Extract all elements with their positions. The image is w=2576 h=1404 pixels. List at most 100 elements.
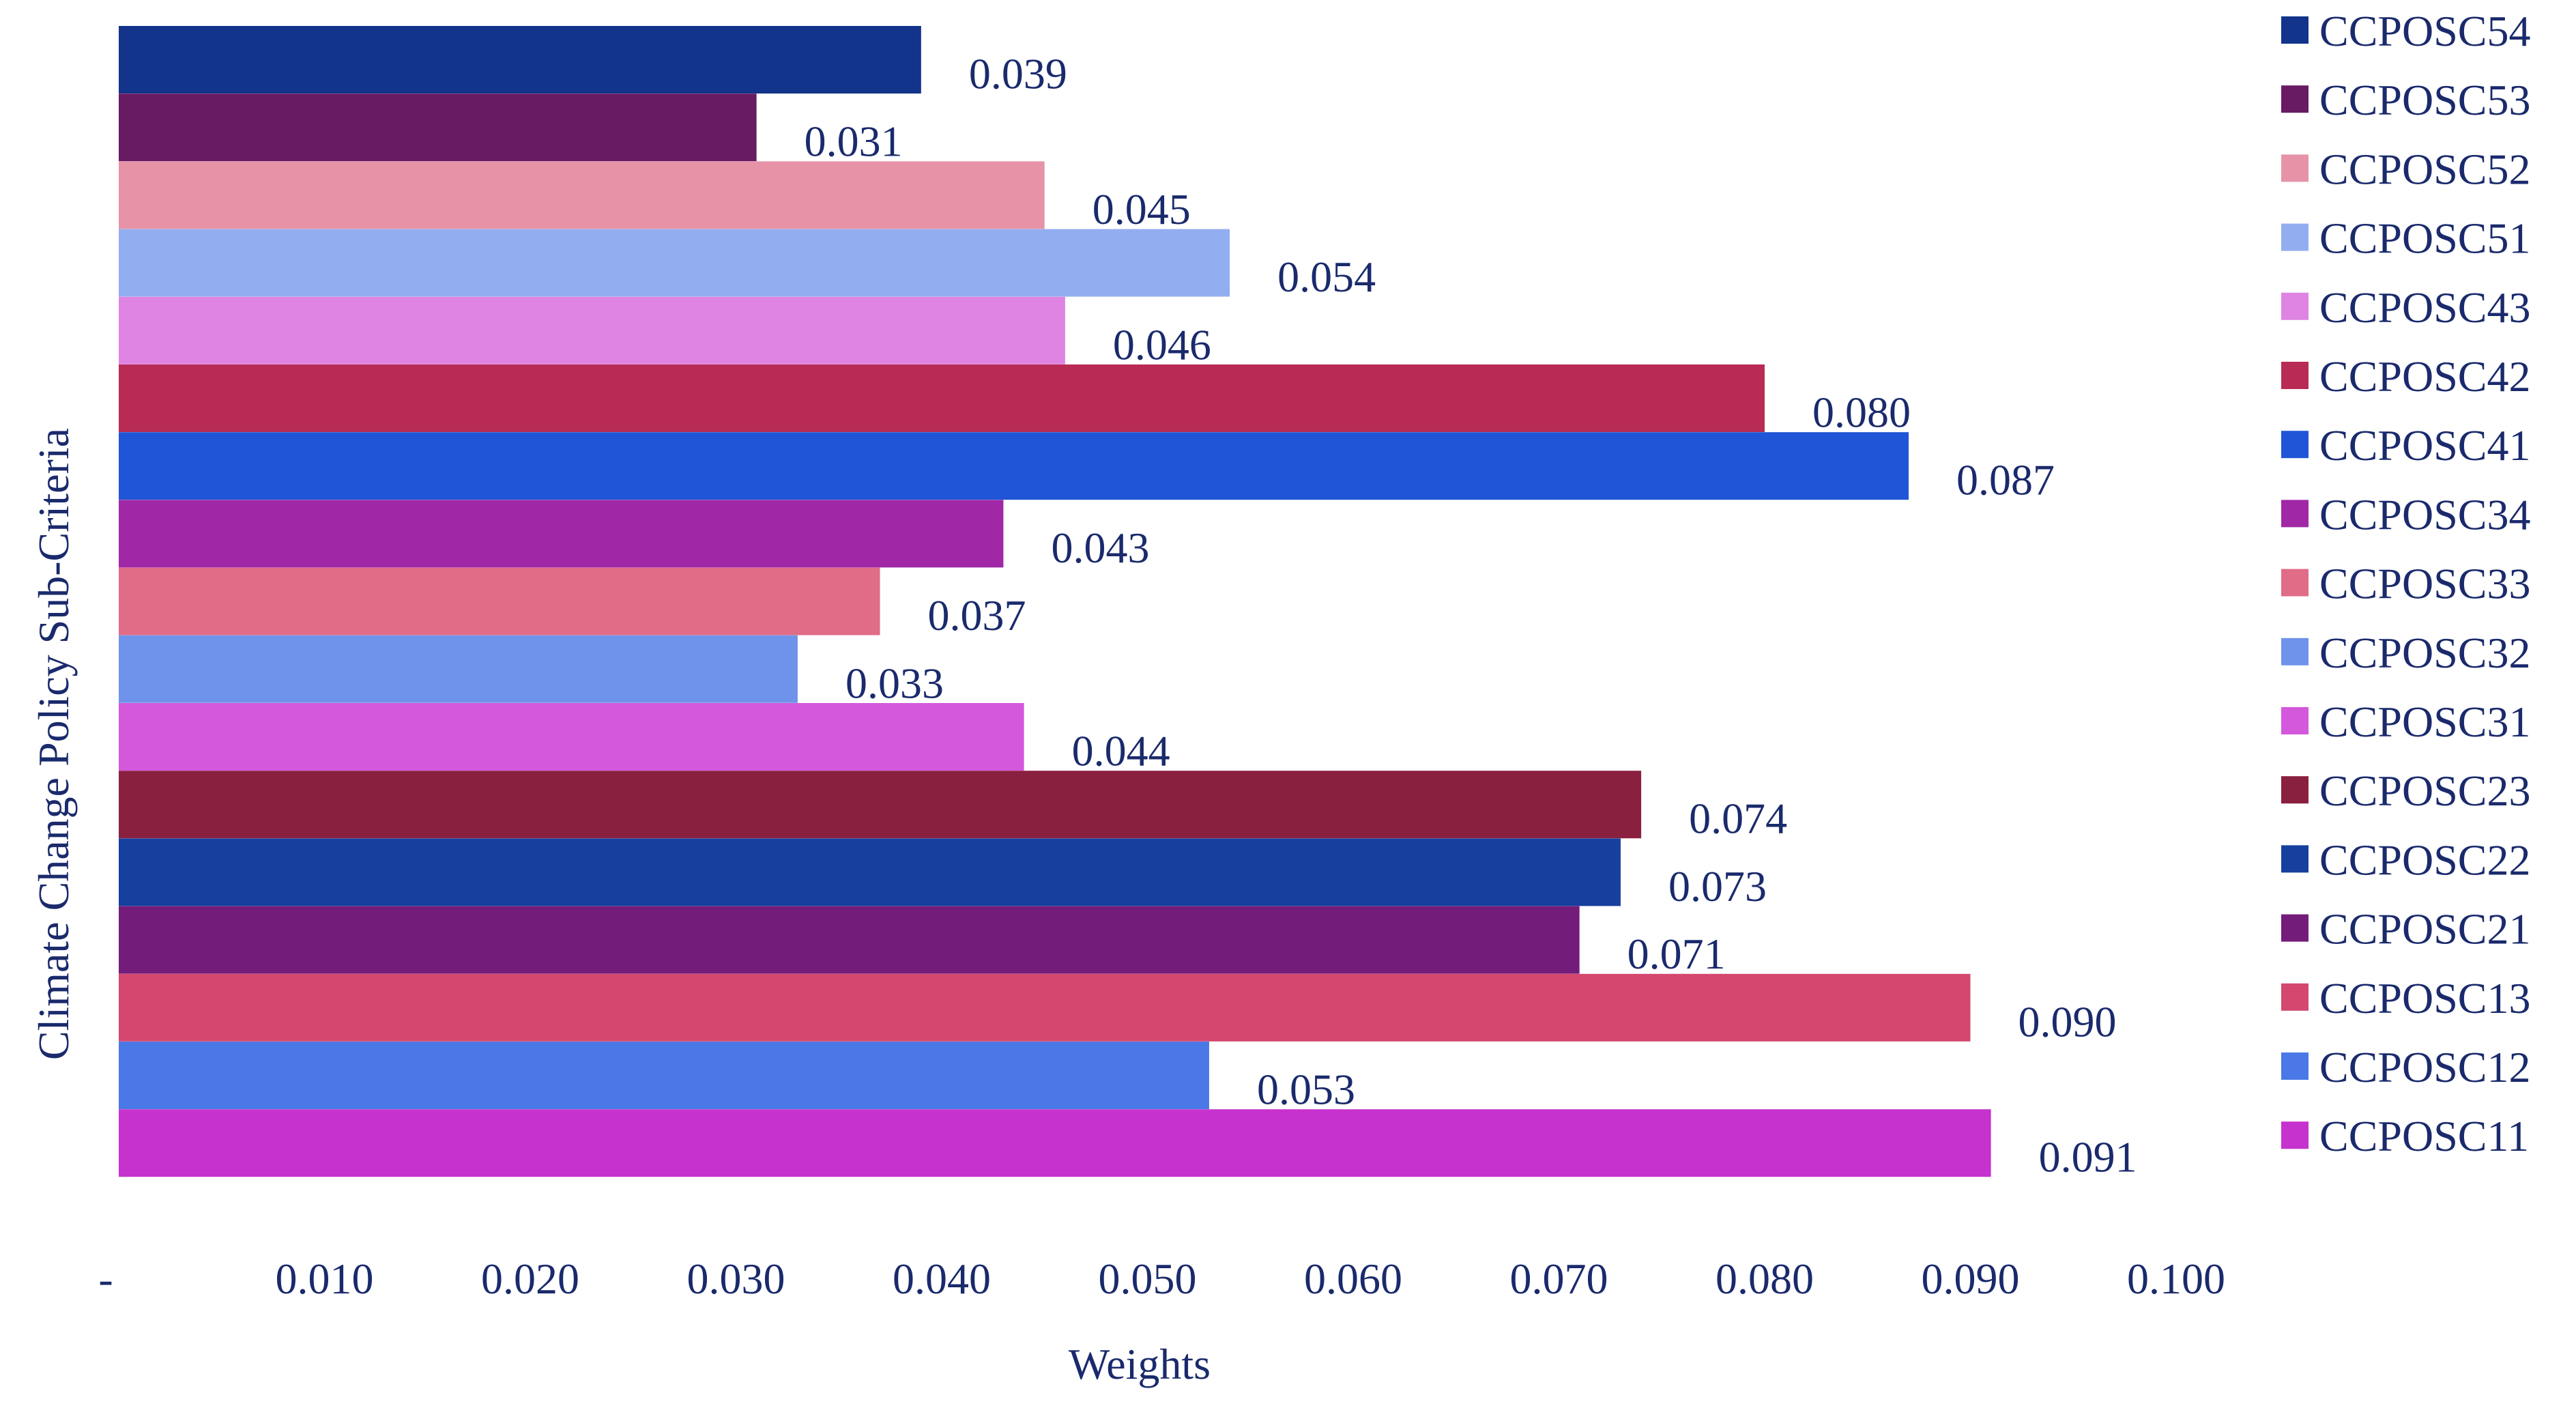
x-tick-label: 0.100 <box>2127 1255 2225 1303</box>
bar-ccposc41 <box>119 432 1909 500</box>
legend-item-ccposc53: CCPOSC53 <box>2281 76 2530 124</box>
bars-group <box>119 26 1991 1177</box>
legend-label-ccposc11: CCPOSC11 <box>2319 1112 2529 1160</box>
bar-ccposc54 <box>119 26 921 94</box>
legend-label-ccposc12: CCPOSC12 <box>2319 1043 2530 1091</box>
legend-label-ccposc42: CCPOSC42 <box>2319 352 2530 401</box>
legend-swatch-ccposc32 <box>2281 637 2309 665</box>
value-label-ccposc21: 0.071 <box>1627 930 1726 978</box>
value-label-ccposc53: 0.031 <box>805 117 903 166</box>
legend-item-ccposc11: CCPOSC11 <box>2281 1112 2529 1160</box>
value-label-ccposc43: 0.046 <box>1113 320 1211 369</box>
legend-item-ccposc12: CCPOSC12 <box>2281 1043 2530 1091</box>
legend-label-ccposc52: CCPOSC52 <box>2319 145 2530 193</box>
bar-ccposc22 <box>119 838 1621 906</box>
value-label-ccposc13: 0.090 <box>2018 997 2117 1046</box>
bar-ccposc34 <box>119 500 1004 568</box>
legend-swatch-ccposc21 <box>2281 914 2309 942</box>
bar-ccposc12 <box>119 1042 1209 1109</box>
legend-label-ccposc54: CCPOSC54 <box>2319 7 2530 55</box>
plot-area: 0.039 0.031 0.045 0.054 0.046 0.080 0.087 0.043… <box>119 26 2137 1181</box>
x-tick-label: 0.090 <box>1922 1255 2020 1303</box>
legend-label-ccposc43: CCPOSC43 <box>2319 283 2530 332</box>
legend-swatch-ccposc52 <box>2281 154 2309 182</box>
legend-swatch-ccposc12 <box>2281 1052 2309 1080</box>
value-label-ccposc11: 0.091 <box>2039 1133 2137 1181</box>
legend-item-ccposc43: CCPOSC43 <box>2281 283 2530 332</box>
y-axis-title: Climate Change Policy Sub-Criteria <box>29 428 78 1060</box>
bar-ccposc23 <box>119 771 1642 839</box>
legend-label-ccposc32: CCPOSC32 <box>2319 629 2530 677</box>
legend-swatch-ccposc41 <box>2281 431 2309 459</box>
bar-ccposc33 <box>119 567 880 635</box>
legend: CCPOSC54 CCPOSC53 CCPOSC52 CCPOSC51 CCPOSC43… <box>2281 7 2530 1160</box>
value-label-ccposc51: 0.054 <box>1277 253 1376 301</box>
value-label-ccposc32: 0.033 <box>845 659 944 707</box>
legend-swatch-ccposc51 <box>2281 223 2309 251</box>
bar-ccposc51 <box>119 229 1230 297</box>
legend-swatch-ccposc31 <box>2281 707 2309 734</box>
legend-label-ccposc31: CCPOSC31 <box>2319 698 2530 746</box>
value-label-ccposc31: 0.044 <box>1072 727 1170 775</box>
value-label-ccposc23: 0.074 <box>1689 794 1787 843</box>
legend-label-ccposc33: CCPOSC33 <box>2319 560 2530 608</box>
legend-item-ccposc21: CCPOSC21 <box>2281 905 2530 954</box>
x-tick-label: 0.010 <box>276 1255 374 1303</box>
legend-item-ccposc54: CCPOSC54 <box>2281 7 2530 55</box>
legend-label-ccposc51: CCPOSC51 <box>2319 214 2530 263</box>
legend-item-ccposc32: CCPOSC32 <box>2281 629 2530 677</box>
legend-label-ccposc13: CCPOSC13 <box>2319 974 2530 1022</box>
bar-ccposc53 <box>119 94 757 162</box>
x-tick-label: 0.080 <box>1716 1255 1814 1303</box>
legend-swatch-ccposc33 <box>2281 569 2309 597</box>
legend-label-ccposc23: CCPOSC23 <box>2319 767 2530 815</box>
value-labels-group: 0.039 0.031 0.045 0.054 0.046 0.080 0.087 0.043… <box>805 50 2137 1181</box>
x-axis: - 0.010 0.020 0.030 0.040 0.050 0.060 0.070 0.08… <box>98 1255 2225 1303</box>
value-label-ccposc52: 0.045 <box>1092 185 1191 233</box>
legend-item-ccposc41: CCPOSC41 <box>2281 421 2530 470</box>
legend-label-ccposc41: CCPOSC41 <box>2319 421 2530 470</box>
legend-swatch-ccposc34 <box>2281 500 2309 528</box>
legend-swatch-ccposc22 <box>2281 845 2309 873</box>
bar-ccposc11 <box>119 1109 1991 1177</box>
bar-ccposc43 <box>119 296 1065 364</box>
x-tick-label: 0.020 <box>481 1255 579 1303</box>
legend-label-ccposc34: CCPOSC34 <box>2319 490 2530 539</box>
legend-swatch-ccposc53 <box>2281 85 2309 113</box>
legend-swatch-ccposc43 <box>2281 292 2309 320</box>
bar-ccposc13 <box>119 973 1971 1042</box>
bar-ccposc42 <box>119 364 1765 432</box>
value-label-ccposc42: 0.080 <box>1812 388 1911 437</box>
legend-item-ccposc34: CCPOSC34 <box>2281 490 2530 539</box>
x-tick-label: 0.030 <box>687 1255 785 1303</box>
bar-ccposc52 <box>119 161 1045 229</box>
legend-item-ccposc42: CCPOSC42 <box>2281 352 2530 401</box>
value-label-ccposc41: 0.087 <box>1956 456 2055 504</box>
legend-item-ccposc33: CCPOSC33 <box>2281 560 2530 608</box>
bar-ccposc31 <box>119 703 1024 771</box>
legend-item-ccposc23: CCPOSC23 <box>2281 767 2530 815</box>
legend-item-ccposc13: CCPOSC13 <box>2281 974 2530 1022</box>
x-tick-label: - <box>98 1255 113 1303</box>
value-label-ccposc33: 0.037 <box>928 591 1026 640</box>
value-label-ccposc54: 0.039 <box>969 50 1067 98</box>
x-axis-title: Weights <box>1069 1340 1211 1388</box>
legend-swatch-ccposc11 <box>2281 1121 2309 1149</box>
x-tick-label: 0.050 <box>1099 1255 1197 1303</box>
legend-swatch-ccposc42 <box>2281 362 2309 389</box>
legend-item-ccposc51: CCPOSC51 <box>2281 214 2530 263</box>
value-label-ccposc22: 0.073 <box>1668 862 1767 911</box>
legend-swatch-ccposc23 <box>2281 776 2309 804</box>
legend-item-ccposc52: CCPOSC52 <box>2281 145 2530 193</box>
legend-item-ccposc31: CCPOSC31 <box>2281 698 2530 746</box>
value-label-ccposc34: 0.043 <box>1051 524 1149 572</box>
legend-swatch-ccposc54 <box>2281 16 2309 44</box>
x-tick-label: 0.060 <box>1304 1255 1402 1303</box>
legend-swatch-ccposc13 <box>2281 983 2309 1011</box>
bar-ccposc32 <box>119 635 798 703</box>
legend-label-ccposc22: CCPOSC22 <box>2319 835 2530 884</box>
x-tick-label: 0.070 <box>1510 1255 1608 1303</box>
bar-ccposc21 <box>119 906 1580 974</box>
legend-label-ccposc21: CCPOSC21 <box>2319 905 2530 954</box>
